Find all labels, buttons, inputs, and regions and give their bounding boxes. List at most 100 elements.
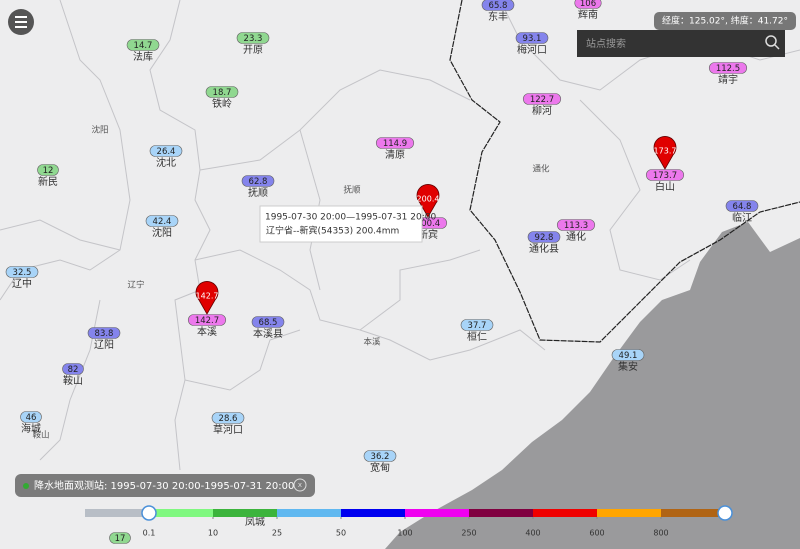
- legend-segment: [469, 509, 533, 517]
- region-label: 沈阳: [91, 125, 108, 136]
- station-value: 49.1: [619, 351, 638, 361]
- station-name: 海城: [21, 422, 41, 435]
- station-marker: [375, 137, 415, 149]
- legend: 0.1 10 25 50 100 250 400 600 800: [85, 505, 733, 538]
- station-name: 通化县: [529, 242, 559, 255]
- station-name: 东丰: [488, 10, 508, 23]
- search-field[interactable]: [577, 30, 785, 57]
- legend-segment: [277, 509, 341, 517]
- legend-tick-label: 400: [525, 529, 540, 538]
- station-marker: [725, 200, 759, 212]
- station-name: 本溪: [197, 325, 217, 338]
- station-value: 92.8: [535, 233, 554, 243]
- close-button[interactable]: [293, 478, 307, 492]
- legend-tick-label: 25: [272, 529, 282, 538]
- station-marker: [481, 0, 515, 11]
- station-name: 柳河: [532, 104, 552, 117]
- station-marker: [37, 164, 59, 176]
- station-marker: [515, 32, 549, 44]
- station-value: 36.2: [371, 452, 390, 462]
- station-value: 83.8: [95, 329, 114, 339]
- station-marker: [522, 93, 562, 105]
- legend-handle[interactable]: [141, 505, 157, 521]
- station-marker: [363, 450, 397, 462]
- region-label: 通化: [532, 164, 550, 175]
- legend-segment: [213, 509, 277, 517]
- legend-segment: [597, 509, 661, 517]
- station-name: 靖宇: [718, 73, 738, 86]
- station-marker: [708, 62, 748, 74]
- tooltip-box: [259, 205, 423, 243]
- legend-tick-label: 10: [208, 529, 218, 538]
- station-marker: [5, 266, 39, 278]
- search-box[interactable]: 站点搜索: [577, 30, 785, 57]
- station-value: 106: [580, 0, 596, 9]
- station-marker: [556, 219, 596, 231]
- station-name: 集安: [618, 360, 638, 373]
- legend-tick-label: 250: [461, 529, 476, 538]
- footer-bar: [15, 474, 315, 497]
- station-name: 清原: [385, 148, 405, 161]
- max-pin: [195, 281, 219, 315]
- close-icon[interactable]: x: [298, 481, 302, 489]
- station-name: 沈北: [156, 156, 176, 169]
- station-value: 62.8: [249, 177, 268, 187]
- station-marker: [460, 319, 494, 331]
- national-border: [449, 0, 800, 343]
- station-value: 46: [26, 413, 37, 423]
- station-name: 开原: [243, 44, 263, 56]
- region-label: 辽宁: [127, 280, 144, 291]
- legend-segment: [661, 509, 725, 517]
- station-name: 宽甸: [370, 461, 390, 474]
- station-marker: [145, 215, 179, 227]
- legend-tick-label: 800: [653, 529, 668, 538]
- status-dot: [23, 483, 29, 489]
- station-value: 68.5: [259, 318, 278, 328]
- station-value: 114.9: [383, 139, 407, 149]
- station-value: 12: [43, 166, 54, 176]
- sea: [385, 222, 800, 549]
- station-marker: [527, 231, 561, 243]
- legend-tick-label: 50: [336, 529, 346, 538]
- station-name: 鞍山: [63, 374, 83, 387]
- station-value: 173.7: [653, 171, 677, 181]
- station-marker: [126, 39, 160, 51]
- station-marker: [149, 145, 183, 157]
- station-marker: [109, 532, 131, 544]
- station-name: 辉南: [578, 8, 598, 21]
- station-name: 草河口: [213, 424, 243, 436]
- legend-tick-label: 0.1: [143, 529, 156, 538]
- station-value: 64.8: [733, 202, 752, 212]
- search-icon-handle: [774, 44, 780, 50]
- station-value: 82: [68, 365, 79, 375]
- max-pin: [416, 184, 440, 218]
- region-label: 鞍山: [32, 430, 49, 441]
- station-value: 122.7: [530, 95, 554, 105]
- station-name: 新民: [38, 175, 58, 188]
- legend-segment: [405, 509, 469, 517]
- station-value: 17: [115, 534, 126, 544]
- legend-handle[interactable]: [717, 505, 733, 521]
- max-pin: [653, 136, 677, 170]
- station-value: 23.3: [244, 34, 263, 44]
- pin-value: 200.4: [417, 195, 440, 204]
- station-value: 26.4: [157, 147, 176, 157]
- menu-icon: [15, 16, 27, 28]
- station-value: 112.5: [716, 64, 740, 74]
- station-marker: [62, 363, 84, 375]
- station-marker: [236, 32, 270, 44]
- station-marker: [20, 411, 42, 423]
- menu-button[interactable]: [8, 9, 34, 35]
- station-value: 42.4: [153, 217, 172, 227]
- station-value: 14.7: [134, 41, 153, 51]
- coordinates: 经度：125.02°, 纬度：41.72°: [662, 15, 788, 27]
- station-marker: [241, 175, 275, 187]
- station-name: 通化: [566, 230, 586, 243]
- pin-value: 173.7: [654, 147, 677, 156]
- station-marker: [205, 86, 239, 98]
- search-placeholder: 站点搜索: [586, 37, 626, 50]
- search-icon[interactable]: [765, 35, 777, 47]
- station-name: 临江: [732, 211, 752, 224]
